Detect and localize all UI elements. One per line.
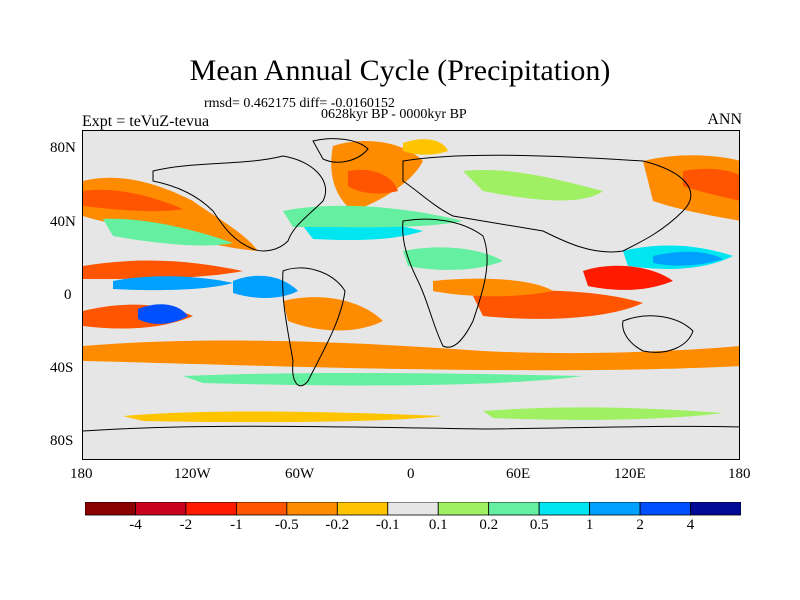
coast-australia bbox=[622, 315, 694, 353]
patch-antarctic-orange bbox=[123, 411, 443, 423]
map-background bbox=[83, 131, 739, 459]
patch-satl-orange bbox=[283, 297, 383, 331]
y-tick-label: 40N bbox=[50, 214, 76, 230]
colorbar-label: 0.2 bbox=[479, 517, 499, 533]
colorbar-label: -0.2 bbox=[325, 517, 350, 533]
colorbar-label: 1 bbox=[585, 517, 594, 533]
y-tick-label: 40S bbox=[50, 360, 74, 376]
coast-antarctica bbox=[83, 425, 739, 432]
colorbar bbox=[85, 502, 741, 516]
colorbar-segment bbox=[538, 502, 591, 516]
x-tick-label: 0 bbox=[407, 466, 415, 482]
patch-antarctic-green bbox=[483, 407, 723, 420]
colorbar-label: -2 bbox=[179, 517, 193, 533]
x-tick-label: 180 bbox=[728, 466, 751, 482]
patch-tpac-red bbox=[83, 260, 243, 279]
x-tick-label: 120E bbox=[614, 466, 646, 482]
coastlines bbox=[83, 138, 739, 432]
patch-io-red bbox=[473, 290, 643, 319]
patch-tpac-blue bbox=[113, 276, 233, 291]
precipitation-map bbox=[82, 130, 740, 460]
x-tick-label: 180 bbox=[70, 466, 93, 482]
patch-atl-green bbox=[283, 205, 463, 228]
colorbar-segment bbox=[336, 502, 389, 516]
patch-npac-red bbox=[83, 189, 183, 212]
x-tick-label: 120W bbox=[174, 466, 211, 482]
season-label: ANN bbox=[707, 111, 742, 128]
colorbar-segment bbox=[135, 502, 187, 516]
coast-south-america bbox=[282, 267, 346, 387]
colorbar-label: 0.5 bbox=[529, 517, 549, 533]
patch-epac-blue bbox=[233, 275, 298, 298]
x-tick-label: 60E bbox=[506, 466, 531, 482]
patch-wpac-blue bbox=[653, 251, 723, 266]
colorbar-segment bbox=[235, 502, 288, 516]
patch-sepac-blue bbox=[138, 304, 188, 324]
southern-patches bbox=[83, 340, 739, 423]
colorbar-segment bbox=[690, 502, 741, 516]
patch-so-orange bbox=[83, 340, 739, 371]
patch-indonesia-red bbox=[583, 265, 673, 290]
colorbar-segment bbox=[488, 502, 540, 516]
colorbar-segment bbox=[639, 502, 691, 516]
stats-text: rmsd= 0.462175 diff= -0.0160152 bbox=[204, 96, 395, 111]
experiment-label: Expt = teVuZ-tevua bbox=[82, 113, 210, 130]
tropical-patches bbox=[83, 245, 733, 331]
colorbar-label: -1 bbox=[230, 517, 243, 533]
anomaly-patches bbox=[83, 139, 739, 251]
colorbar-segment bbox=[85, 502, 136, 516]
map-title: Mean Annual Cycle (Precipitation) bbox=[189, 54, 611, 87]
colorbar-segment bbox=[185, 502, 237, 516]
coast-north-america bbox=[152, 155, 327, 252]
colorbar-label: 2 bbox=[636, 517, 644, 533]
colorbar-label: -0.5 bbox=[274, 517, 299, 533]
y-tick-label: 80N bbox=[50, 140, 76, 156]
coast-greenland bbox=[312, 138, 369, 163]
x-tick-label: 60W bbox=[285, 466, 315, 482]
patch-natl-red bbox=[348, 169, 398, 194]
colorbar-segment bbox=[286, 502, 338, 516]
coast-eurasia bbox=[402, 154, 692, 253]
map-field bbox=[83, 131, 739, 459]
colorbar-label: 4 bbox=[686, 517, 695, 533]
colorbar-segment bbox=[387, 502, 439, 516]
colorbar-segment bbox=[437, 502, 490, 516]
y-tick-label: 80S bbox=[50, 433, 74, 449]
colorbar-label: -4 bbox=[129, 517, 142, 533]
colorbar-label: -0.1 bbox=[375, 517, 400, 533]
patch-africa-green bbox=[403, 247, 503, 270]
period-text: 0628kyr BP - 0000kyr BP bbox=[321, 107, 467, 122]
patch-arctic-orange bbox=[403, 139, 448, 155]
patch-eurasia-green bbox=[463, 170, 603, 201]
patch-npac-cyan bbox=[103, 218, 233, 246]
patch-nepac-red bbox=[683, 168, 739, 201]
patch-io-orange bbox=[433, 278, 553, 297]
colorbar-segment bbox=[589, 502, 641, 516]
colorbar-label: 0.1 bbox=[428, 517, 448, 533]
patch-so-green bbox=[183, 372, 583, 386]
y-tick-label: 0 bbox=[64, 287, 72, 303]
coast-africa bbox=[402, 218, 488, 348]
